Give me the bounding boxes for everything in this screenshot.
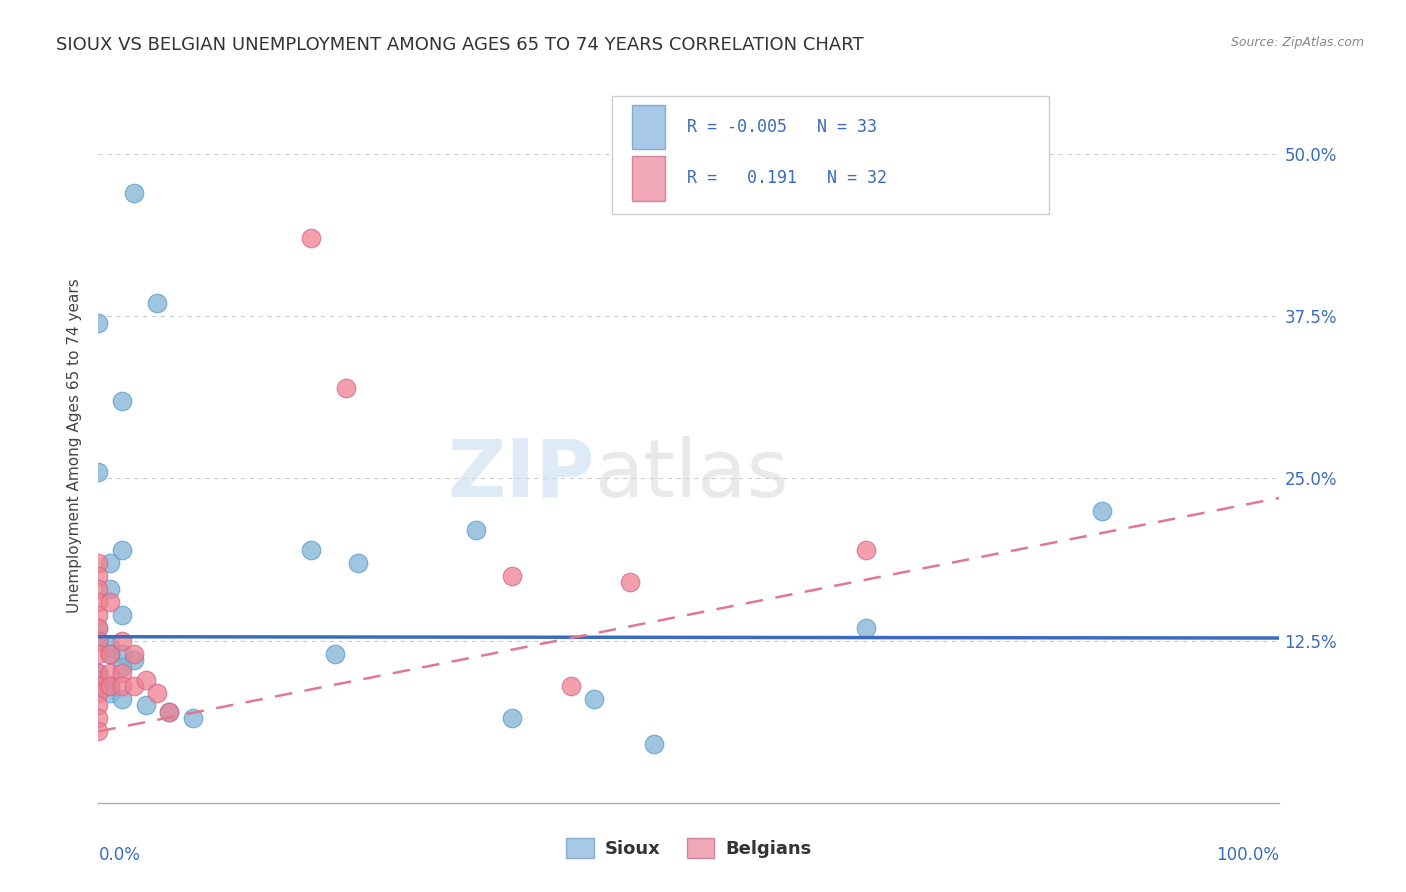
FancyBboxPatch shape — [633, 156, 665, 201]
Point — [87, 711, 110, 725]
Point — [135, 698, 157, 713]
Point — [157, 705, 180, 719]
Point — [157, 705, 180, 719]
Point — [87, 647, 110, 661]
Point — [122, 653, 145, 667]
Point — [111, 659, 134, 673]
Point — [87, 607, 110, 622]
Text: R =   0.191   N = 32: R = 0.191 N = 32 — [686, 169, 887, 187]
Point — [299, 231, 322, 245]
Point — [122, 186, 145, 200]
Point — [98, 679, 121, 693]
Point — [98, 556, 121, 570]
Point — [122, 679, 145, 693]
Point — [111, 633, 134, 648]
Point — [98, 640, 121, 654]
Point — [98, 666, 121, 681]
Point — [146, 296, 169, 310]
Point — [98, 582, 121, 596]
Point — [135, 673, 157, 687]
Point — [87, 724, 110, 739]
Point — [560, 679, 582, 693]
Point — [347, 556, 370, 570]
Point — [323, 647, 346, 661]
Point — [87, 666, 110, 681]
Text: ZIP: ZIP — [447, 435, 595, 514]
Point — [87, 316, 110, 330]
Point — [98, 679, 121, 693]
Point — [98, 685, 121, 699]
Point — [87, 582, 110, 596]
Point — [855, 542, 877, 557]
Point — [465, 524, 488, 538]
Point — [87, 621, 110, 635]
Point — [87, 685, 110, 699]
Point — [87, 556, 110, 570]
Point — [87, 698, 110, 713]
Point — [111, 692, 134, 706]
Point — [111, 607, 134, 622]
Point — [111, 393, 134, 408]
Point — [98, 647, 121, 661]
Point — [335, 381, 357, 395]
Point — [181, 711, 204, 725]
Text: atlas: atlas — [595, 435, 789, 514]
Point — [87, 673, 110, 687]
Point — [619, 575, 641, 590]
Point — [87, 595, 110, 609]
FancyBboxPatch shape — [633, 105, 665, 149]
Point — [87, 465, 110, 479]
Point — [87, 679, 110, 693]
Text: SIOUX VS BELGIAN UNEMPLOYMENT AMONG AGES 65 TO 74 YEARS CORRELATION CHART: SIOUX VS BELGIAN UNEMPLOYMENT AMONG AGES… — [56, 36, 863, 54]
Point — [98, 647, 121, 661]
Point — [87, 633, 110, 648]
FancyBboxPatch shape — [612, 96, 1049, 214]
Text: 0.0%: 0.0% — [98, 846, 141, 863]
Point — [299, 542, 322, 557]
Legend: Sioux, Belgians: Sioux, Belgians — [560, 830, 818, 865]
Point — [146, 685, 169, 699]
Point — [855, 621, 877, 635]
Point — [111, 542, 134, 557]
Point — [643, 738, 665, 752]
Point — [501, 711, 523, 725]
Point — [87, 633, 110, 648]
Point — [111, 647, 134, 661]
Text: 100.0%: 100.0% — [1216, 846, 1279, 863]
Text: R = -0.005   N = 33: R = -0.005 N = 33 — [686, 118, 876, 136]
Point — [87, 666, 110, 681]
Point — [501, 568, 523, 582]
Point — [87, 621, 110, 635]
Point — [98, 595, 121, 609]
Point — [1091, 504, 1114, 518]
Y-axis label: Unemployment Among Ages 65 to 74 years: Unemployment Among Ages 65 to 74 years — [66, 278, 82, 614]
Point — [583, 692, 606, 706]
Point — [122, 647, 145, 661]
Point — [111, 679, 134, 693]
Point — [111, 666, 134, 681]
Text: Source: ZipAtlas.com: Source: ZipAtlas.com — [1230, 36, 1364, 49]
Point — [87, 568, 110, 582]
